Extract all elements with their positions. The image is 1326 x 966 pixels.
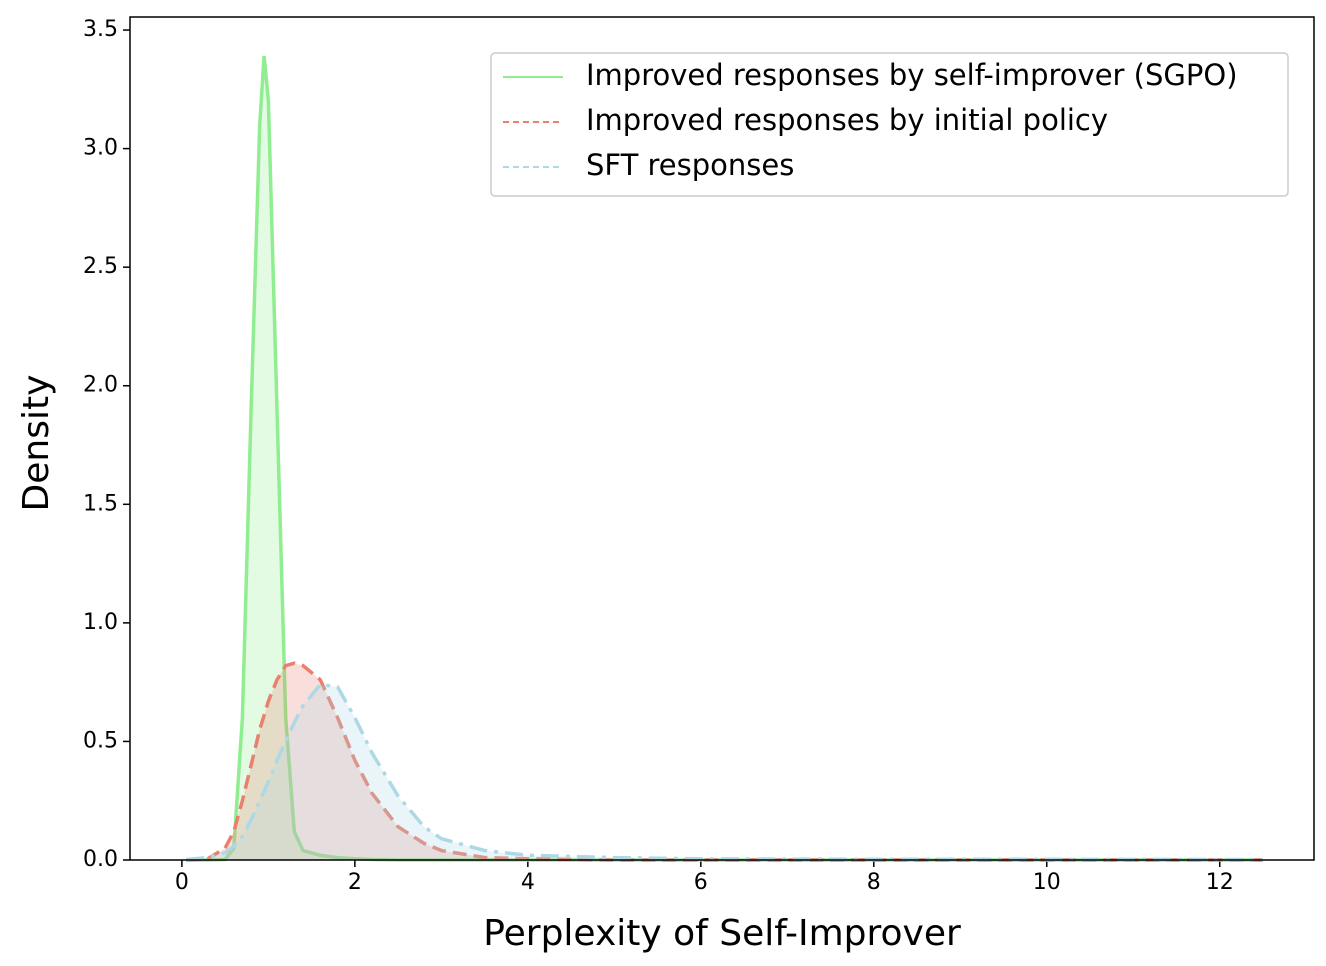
y-tick-label: 0.0 [83,847,118,872]
x-tick-label: 4 [521,870,535,895]
density-area [186,684,1264,860]
x-tick-label: 8 [867,870,881,895]
y-tick-label: 0.5 [83,728,118,753]
y-tick-label: 2.0 [83,373,118,398]
legend-label: Improved responses by self-improver (SGP… [586,58,1238,92]
x-tick-label: 6 [694,870,708,895]
plot-frame [129,16,1315,861]
legend-box [490,52,1289,197]
x-tick-label: 0 [175,870,189,895]
legend-label: Improved responses by initial policy [586,103,1108,137]
y-tick-label: 3.0 [83,136,118,161]
y-tick-label: 2.5 [83,254,118,279]
y-axis-label: Density [16,375,57,512]
legend-label: SFT responses [586,148,794,182]
density-line [186,682,1264,862]
density-area [186,663,1264,860]
x-axis-label: Perplexity of Self-Improver [483,913,961,954]
y-tick-label: 1.5 [83,491,118,516]
x-tick-label: 2 [348,870,362,895]
y-tick-label: 3.5 [83,17,118,42]
y-tick-label: 1.0 [83,610,118,635]
x-tick-label: 12 [1206,870,1234,895]
x-tick-label: 10 [1033,870,1061,895]
